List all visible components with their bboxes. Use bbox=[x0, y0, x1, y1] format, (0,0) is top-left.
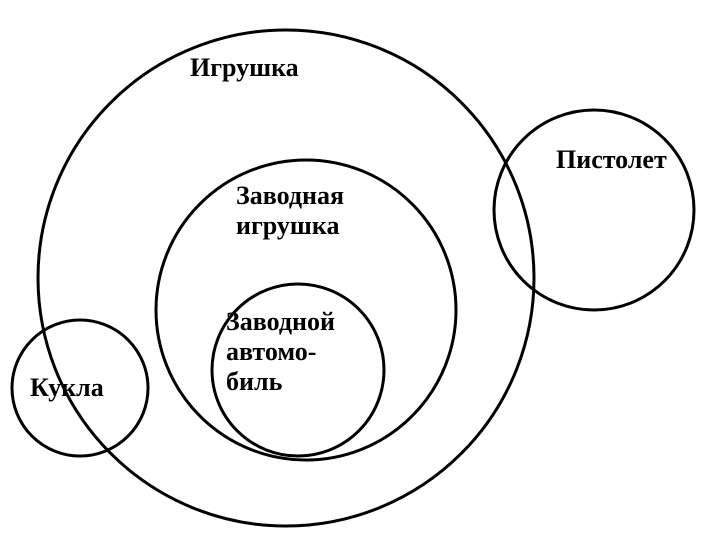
venn-diagram: Игрушка Заводная игрушка Заводной автомо… bbox=[0, 0, 722, 544]
label-windup-car-line3: биль bbox=[226, 367, 283, 396]
label-windup-car-line2: автомо- bbox=[226, 337, 316, 366]
label-windup-toy-line1: Заводная bbox=[236, 181, 344, 210]
label-windup-toy-line2: игрушка bbox=[236, 211, 339, 240]
label-toy: Игрушка bbox=[190, 53, 299, 82]
circle-toy bbox=[38, 30, 534, 526]
label-doll: Кукла bbox=[30, 373, 104, 402]
label-pistol: Пистолет bbox=[556, 145, 667, 174]
label-windup-car-line1: Заводной bbox=[226, 307, 335, 336]
